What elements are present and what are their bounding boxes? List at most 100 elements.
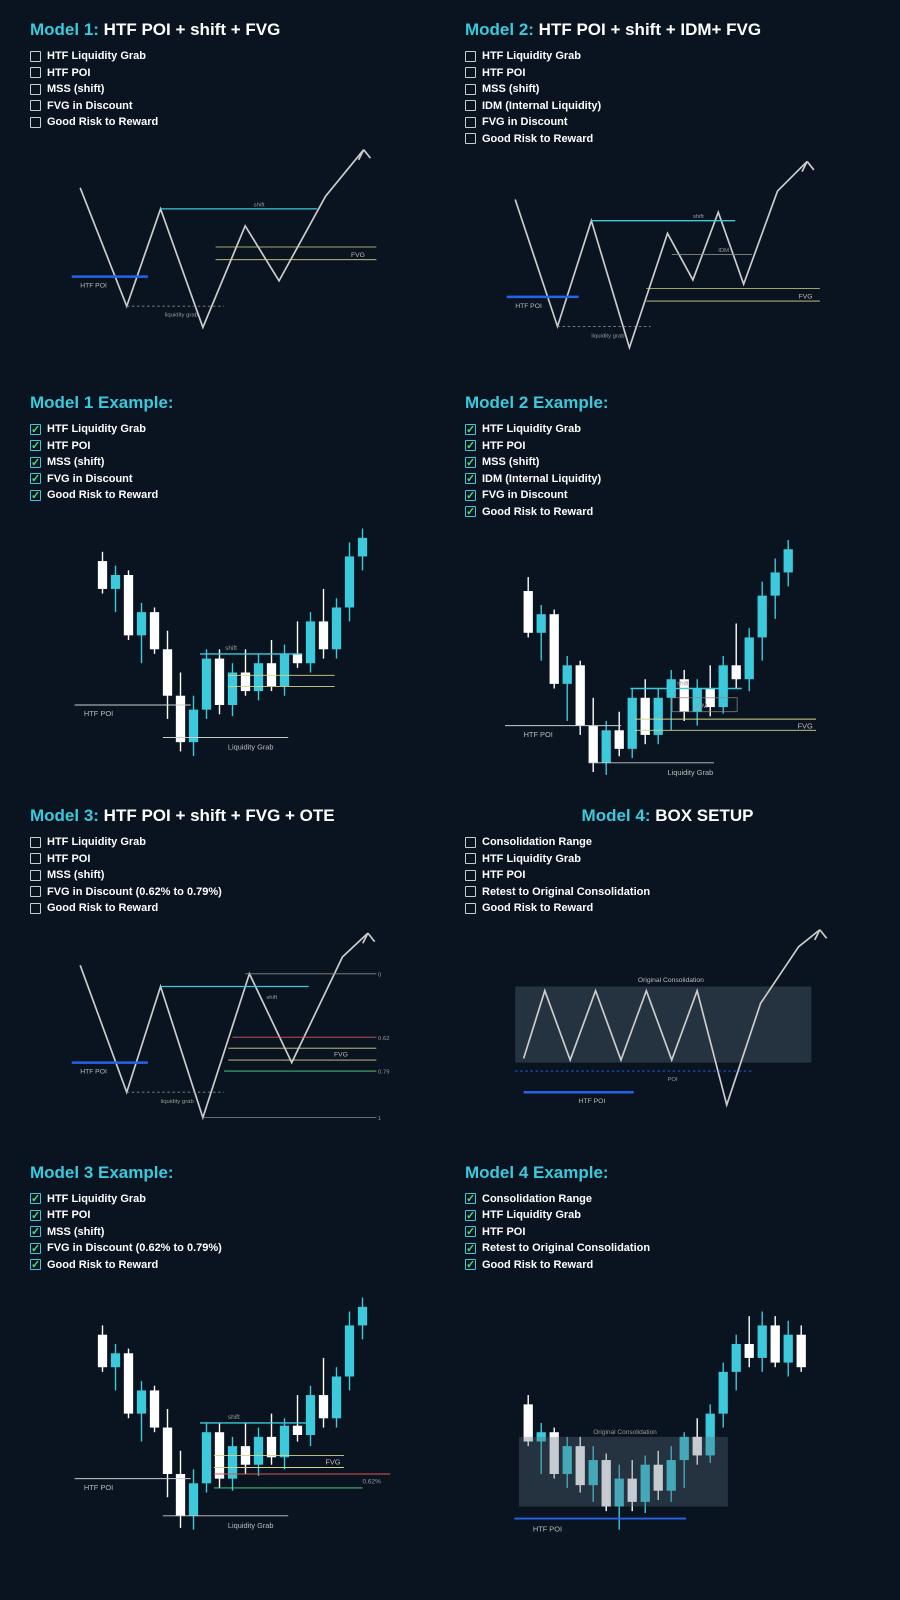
title-accent: Model 4:: [582, 806, 651, 825]
candle-chart: Original Consolidation HTF POI: [465, 1279, 870, 1539]
check-label: FVG in Discount: [482, 114, 568, 131]
check-label: HTF Liquidity Grab: [482, 421, 581, 438]
check-label: HTF Liquidity Grab: [47, 1191, 146, 1208]
check-item: FVG in Discount (0.62% to 0.79%): [30, 884, 435, 901]
checkbox-icon: [465, 1243, 476, 1254]
checkbox-icon: [465, 100, 476, 111]
check-item: MSS (shift): [30, 867, 435, 884]
checklist: HTF Liquidity GrabHTF POIMSS (shift)FVG …: [30, 1191, 435, 1274]
check-item: IDM (Internal Liquidity): [465, 471, 870, 488]
check-item: Good Risk to Reward: [465, 1257, 870, 1274]
chart-area: HTF POI shift 0 0.62 FVG 0.79 1 liquidit…: [30, 923, 435, 1143]
chart-area: Original Consolidation HTF POI: [465, 1279, 870, 1539]
checklist: HTF Liquidity GrabHTF POIMSS (shift)FVG …: [30, 421, 435, 504]
check-item: MSS (shift): [465, 81, 870, 98]
check-label: MSS (shift): [47, 454, 104, 471]
title-accent: Model 1 Example:: [30, 393, 174, 412]
checkbox-icon: [465, 440, 476, 451]
candle-chart: HTF POI Liquidity Grab shift FVG 0.62%: [30, 1279, 435, 1539]
check-label: Good Risk to Reward: [47, 114, 158, 131]
checkbox-icon: [465, 837, 476, 848]
svg-text:HTF POI: HTF POI: [524, 730, 553, 739]
checklist: HTF Liquidity GrabHTF POIMSS (shift)FVG …: [30, 834, 435, 917]
title-rest: HTF POI + shift + IDM+ FVG: [534, 20, 761, 39]
check-label: Good Risk to Reward: [47, 1257, 158, 1274]
title-rest: BOX SETUP: [650, 806, 753, 825]
check-label: FVG in Discount (0.62% to 0.79%): [47, 884, 222, 901]
svg-text:0.62%: 0.62%: [363, 1478, 382, 1485]
check-label: FVG in Discount: [47, 471, 133, 488]
title-accent: Model 3:: [30, 806, 99, 825]
checkbox-icon: [30, 84, 41, 95]
checkbox-icon: [465, 457, 476, 468]
check-label: HTF Liquidity Grab: [482, 851, 581, 868]
svg-text:HTF POI: HTF POI: [80, 1068, 107, 1075]
check-label: MSS (shift): [47, 81, 104, 98]
checkbox-icon: [465, 424, 476, 435]
title-accent: Model 3 Example:: [30, 1163, 174, 1182]
checkbox-icon: [465, 67, 476, 78]
checklist: Consolidation RangeHTF Liquidity GrabHTF…: [465, 834, 870, 917]
checkbox-icon: [30, 51, 41, 62]
checklist: HTF Liquidity GrabHTF POIMSS (shift)IDM …: [465, 421, 870, 520]
check-label: HTF POI: [47, 438, 90, 455]
checkbox-icon: [465, 133, 476, 144]
check-label: HTF POI: [47, 1207, 90, 1224]
check-label: Retest to Original Consolidation: [482, 1240, 650, 1257]
check-item: FVG in Discount: [30, 98, 435, 115]
check-item: Good Risk to Reward: [30, 1257, 435, 1274]
checkbox-icon: [30, 903, 41, 914]
svg-text:HTF POI: HTF POI: [80, 282, 107, 289]
checkbox-icon: [465, 886, 476, 897]
check-item: Good Risk to Reward: [465, 131, 870, 148]
panel-title: Model 4 Example:: [465, 1163, 870, 1183]
checkbox-icon: [30, 457, 41, 468]
check-item: IDM (Internal Liquidity): [465, 98, 870, 115]
checkbox-icon: [30, 837, 41, 848]
checkbox-icon: [30, 886, 41, 897]
check-item: HTF POI: [465, 867, 870, 884]
check-item: Good Risk to Reward: [465, 504, 870, 521]
svg-text:0.79: 0.79: [378, 1069, 390, 1075]
panel-1: Model 2: HTF POI + shift + IDM+ FVG HTF L…: [465, 20, 870, 373]
check-item: HTF Liquidity Grab: [30, 421, 435, 438]
check-label: MSS (shift): [47, 867, 104, 884]
check-item: Consolidation Range: [465, 834, 870, 851]
check-label: HTF POI: [482, 438, 525, 455]
check-item: MSS (shift): [30, 1224, 435, 1241]
svg-text:shift: shift: [225, 645, 237, 652]
svg-text:HTF POI: HTF POI: [579, 1098, 606, 1105]
panel-3: Model 2 Example:HTF Liquidity GrabHTF PO…: [465, 393, 870, 786]
check-label: Good Risk to Reward: [482, 900, 593, 917]
title-accent: Model 2:: [465, 20, 534, 39]
check-item: HTF Liquidity Grab: [465, 48, 870, 65]
svg-text:FVG: FVG: [799, 294, 813, 301]
checkbox-icon: [465, 117, 476, 128]
chart-area: HTF POI shift IDM FVG liquidity grab: [465, 153, 870, 373]
check-item: Retest to Original Consolidation: [465, 884, 870, 901]
candle-chart: HTF POI Liquidity Grab shift: [30, 510, 435, 770]
check-label: FVG in Discount: [482, 487, 568, 504]
check-label: HTF Liquidity Grab: [47, 834, 146, 851]
check-item: HTF Liquidity Grab: [465, 851, 870, 868]
check-item: HTF POI: [465, 438, 870, 455]
model3-diagram: HTF POI shift 0 0.62 FVG 0.79 1 liquidit…: [30, 923, 435, 1143]
svg-text:HTF POI: HTF POI: [515, 303, 542, 310]
check-item: HTF POI: [465, 1224, 870, 1241]
svg-text:IDM: IDM: [718, 248, 729, 254]
svg-text:FVG: FVG: [351, 252, 365, 259]
check-item: FVG in Discount: [465, 487, 870, 504]
svg-text:HTF POI: HTF POI: [533, 1525, 562, 1534]
check-label: HTF Liquidity Grab: [47, 48, 146, 65]
checkbox-icon: [465, 1210, 476, 1221]
check-label: Consolidation Range: [482, 834, 592, 851]
title-accent: Model 1:: [30, 20, 99, 39]
chart-area: HTF POI Liquidity Grab shift: [30, 510, 435, 770]
check-item: Good Risk to Reward: [30, 114, 435, 131]
chart-area: HTF POI shift FVG liquidity grab: [30, 137, 435, 357]
panel-title: Model 2 Example:: [465, 393, 870, 413]
check-item: HTF Liquidity Grab: [30, 834, 435, 851]
checkbox-icon: [30, 67, 41, 78]
svg-text:Liquidity Grab: Liquidity Grab: [668, 768, 714, 777]
check-label: HTF POI: [482, 1224, 525, 1241]
